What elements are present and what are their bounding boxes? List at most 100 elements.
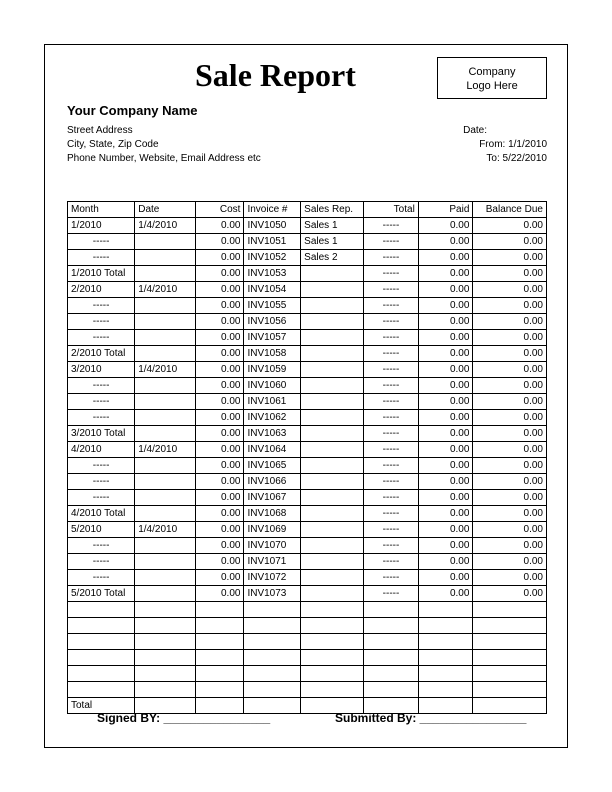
cell-invoice: INV1071	[244, 554, 301, 570]
table-row: 4/20101/4/20100.00INV1064-----0.000.00	[68, 442, 547, 458]
cell-paid: 0.00	[418, 426, 473, 442]
city-state-zip: City, State, Zip Code	[67, 139, 159, 150]
table-row: -----0.00INV1060-----0.000.00	[68, 378, 547, 394]
cell-month: -----	[68, 458, 135, 474]
cell-empty	[196, 634, 244, 650]
cell-date	[135, 346, 196, 362]
cell-rep	[301, 506, 364, 522]
cell-paid: 0.00	[418, 298, 473, 314]
cell-empty	[301, 602, 364, 618]
cell-invoice: INV1053	[244, 266, 301, 282]
cell-cost: 0.00	[196, 362, 244, 378]
cell-empty	[301, 682, 364, 698]
cell-total: -----	[364, 346, 419, 362]
cell-empty	[135, 650, 196, 666]
cell-empty	[364, 682, 419, 698]
cell-paid: 0.00	[418, 554, 473, 570]
cell-invoice: INV1062	[244, 410, 301, 426]
cell-rep	[301, 298, 364, 314]
cell-balance: 0.00	[473, 586, 547, 602]
cell-month: 4/2010 Total	[68, 506, 135, 522]
cell-balance: 0.00	[473, 554, 547, 570]
table-row: -----0.00INV1052Sales 2-----0.000.00	[68, 250, 547, 266]
cell-invoice: INV1072	[244, 570, 301, 586]
cell-balance: 0.00	[473, 378, 547, 394]
table-row-empty	[68, 682, 547, 698]
cell-rep	[301, 362, 364, 378]
cell-empty	[68, 602, 135, 618]
cell-invoice: INV1065	[244, 458, 301, 474]
cell-total: -----	[364, 458, 419, 474]
cell-empty	[418, 666, 473, 682]
cell-empty	[196, 650, 244, 666]
cell-empty	[364, 634, 419, 650]
cell-paid: 0.00	[418, 266, 473, 282]
cell-month: 3/2010 Total	[68, 426, 135, 442]
cell-date	[135, 410, 196, 426]
cell-cost: 0.00	[196, 506, 244, 522]
cell-invoice: INV1052	[244, 250, 301, 266]
cell-empty	[473, 650, 547, 666]
cell-balance: 0.00	[473, 426, 547, 442]
cell-cost: 0.00	[196, 442, 244, 458]
cell-cost: 0.00	[196, 474, 244, 490]
cell-date	[135, 330, 196, 346]
contact-line: Phone Number, Website, Email Address etc	[67, 153, 261, 164]
cell-balance: 0.00	[473, 282, 547, 298]
cell-total: -----	[364, 474, 419, 490]
cell-paid: 0.00	[418, 586, 473, 602]
table-body: 1/20101/4/20100.00INV1050Sales 1-----0.0…	[68, 218, 547, 714]
cell-date	[135, 474, 196, 490]
page-border: Sale Report Company Logo Here Your Compa…	[44, 44, 568, 748]
cell-empty	[196, 666, 244, 682]
cell-month: -----	[68, 474, 135, 490]
cell-paid: 0.00	[418, 362, 473, 378]
cell-total: -----	[364, 282, 419, 298]
cell-paid: 0.00	[418, 506, 473, 522]
cell-empty	[135, 618, 196, 634]
cell-invoice: INV1068	[244, 506, 301, 522]
cell-empty	[418, 602, 473, 618]
cell-cost: 0.00	[196, 410, 244, 426]
cell-paid: 0.00	[418, 474, 473, 490]
cell-paid: 0.00	[418, 458, 473, 474]
cell-cost: 0.00	[196, 490, 244, 506]
cell-empty	[418, 634, 473, 650]
table-row: -----0.00INV1066-----0.000.00	[68, 474, 547, 490]
cell-month: -----	[68, 314, 135, 330]
cell-empty	[364, 602, 419, 618]
cell-total: -----	[364, 506, 419, 522]
cell-balance: 0.00	[473, 522, 547, 538]
cell-empty	[473, 634, 547, 650]
cell-cost: 0.00	[196, 586, 244, 602]
table-row: -----0.00INV1061-----0.000.00	[68, 394, 547, 410]
logo-line1: Company	[438, 65, 546, 79]
table-row: -----0.00INV1057-----0.000.00	[68, 330, 547, 346]
cell-rep	[301, 266, 364, 282]
col-date: Date	[135, 202, 196, 218]
report-title: Sale Report	[195, 57, 356, 94]
cell-cost: 0.00	[196, 458, 244, 474]
table-row: 4/2010 Total0.00INV1068-----0.000.00	[68, 506, 547, 522]
cell-balance: 0.00	[473, 346, 547, 362]
cell-total: -----	[364, 314, 419, 330]
cell-month: -----	[68, 298, 135, 314]
cell-total: -----	[364, 378, 419, 394]
cell-empty	[418, 650, 473, 666]
cell-invoice: INV1070	[244, 538, 301, 554]
cell-paid: 0.00	[418, 442, 473, 458]
cell-cost: 0.00	[196, 266, 244, 282]
cell-rep: Sales 1	[301, 218, 364, 234]
cell-rep	[301, 538, 364, 554]
col-invoice: Invoice #	[244, 202, 301, 218]
cell-total: -----	[364, 522, 419, 538]
cell-date	[135, 490, 196, 506]
cell-balance: 0.00	[473, 458, 547, 474]
cell-total: -----	[364, 330, 419, 346]
cell-empty	[135, 602, 196, 618]
cell-empty	[244, 602, 301, 618]
cell-total: -----	[364, 266, 419, 282]
cell-balance: 0.00	[473, 570, 547, 586]
cell-rep	[301, 490, 364, 506]
table-row: -----0.00INV1062-----0.000.00	[68, 410, 547, 426]
